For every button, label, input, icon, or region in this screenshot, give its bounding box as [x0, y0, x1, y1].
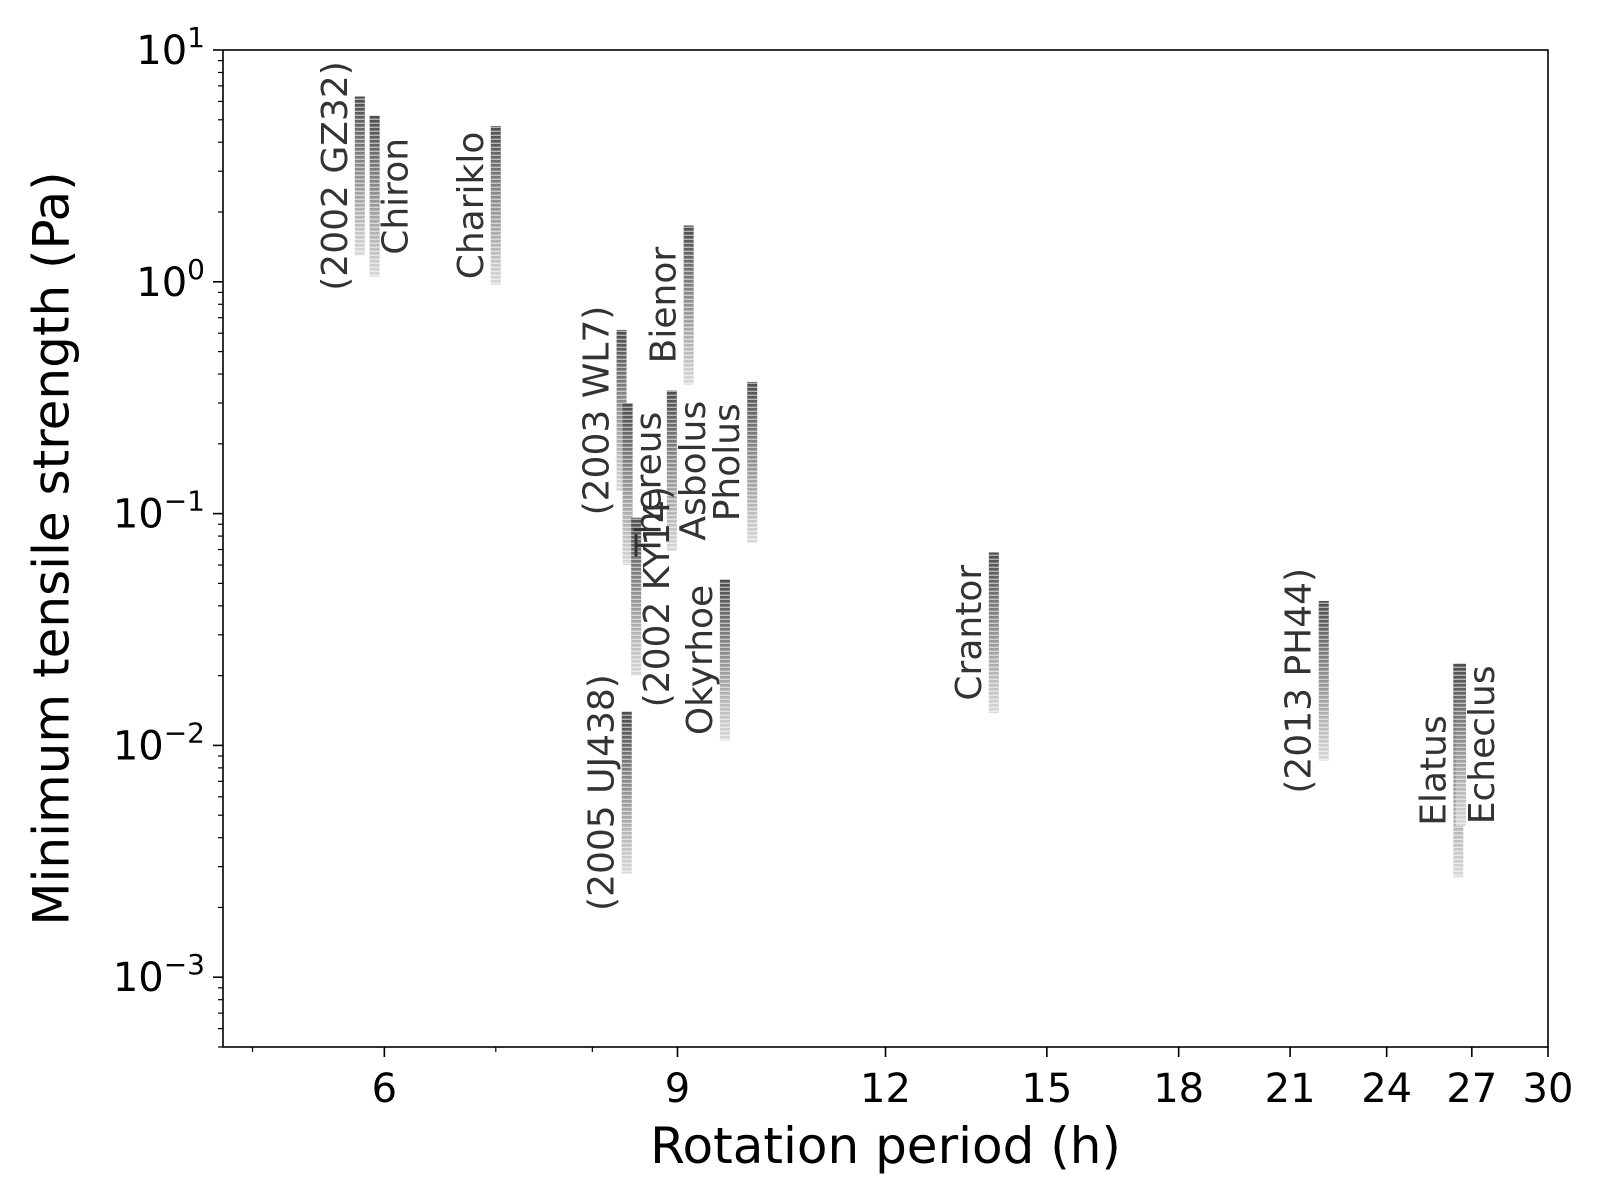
range-bar-stripes	[719, 579, 730, 741]
range-bar-stripes	[1456, 663, 1467, 826]
object-label: Crantor	[949, 565, 990, 701]
y-tick-base: 10	[113, 492, 164, 538]
object-label: Asbolus	[673, 401, 714, 541]
range-bar-stripes	[631, 517, 642, 676]
range-bar-stripes	[622, 403, 633, 566]
object-labels: (2002 GZ32) Chiron Chariklo (2003 WL7) There…	[315, 61, 1503, 911]
x-axis-title: Rotation period (h)	[650, 1117, 1121, 1175]
y-tick-base: 10	[136, 28, 187, 74]
object-label: Pholus	[707, 403, 748, 521]
range-bar-stripes	[490, 126, 501, 285]
y-tick-label: 10−3	[113, 948, 205, 1001]
y-axis-title: Minimum tensile strength (Pa)	[23, 171, 81, 925]
y-tick-label: 10−1	[113, 485, 205, 538]
y-tick-label: 100	[136, 253, 205, 306]
y-tick-label: 101	[136, 21, 205, 74]
y-tick-exponent: 0	[187, 253, 205, 286]
range-bar-stripes	[683, 225, 694, 385]
y-tick-label: 10−2	[113, 716, 205, 769]
object-label: Okyrhoe	[680, 585, 721, 735]
object-label: Echeclus	[1462, 665, 1503, 824]
object-label: Elatus	[1413, 715, 1454, 826]
range-bar-stripes	[354, 96, 365, 256]
x-tick-label: 30	[1523, 1066, 1574, 1112]
range-bar-stripes	[747, 381, 758, 543]
object-label: (2013 PH44)	[1279, 568, 1320, 794]
y-tick-exponent: 1	[187, 21, 205, 54]
x-tick-label: 9	[665, 1066, 690, 1112]
object-label: (2002 GZ32)	[315, 61, 356, 291]
y-tick-base: 10	[113, 955, 164, 1001]
object-label: (2002 KY14)	[637, 486, 678, 707]
object-label: (2005 UJ438)	[582, 674, 623, 911]
y-tick-exponent: −3	[164, 948, 205, 981]
range-bar-stripes	[1318, 600, 1329, 761]
x-tick-label: 21	[1265, 1066, 1316, 1112]
plot-frame	[222, 49, 1549, 1048]
range-bars	[354, 96, 1467, 878]
range-bar-stripes	[666, 390, 677, 551]
x-tick-label: 12	[860, 1066, 911, 1112]
y-tick-base: 10	[113, 723, 164, 769]
object-label: (2003 WL7)	[577, 306, 618, 516]
x-tick-label: 15	[1021, 1066, 1072, 1112]
x-tick-label: 6	[372, 1066, 397, 1112]
x-axis: 6 9 12 15 18 21 24 27 30	[251, 1047, 1574, 1112]
y-tick-base: 10	[136, 260, 187, 306]
object-label: Thereus	[629, 412, 670, 558]
x-tick-label: 18	[1153, 1066, 1204, 1112]
object-label: Chariklo	[451, 132, 492, 280]
object-label: Bienor	[644, 247, 685, 364]
y-tick-exponent: −2	[164, 716, 205, 749]
x-tick-label: 24	[1361, 1066, 1412, 1112]
y-tick-exponent: −1	[164, 485, 205, 518]
range-bar-stripes	[616, 329, 627, 492]
range-bar-stripes	[369, 115, 380, 277]
object-label: Chiron	[376, 138, 417, 255]
range-bar-stripes	[621, 711, 632, 874]
range-bar-stripes	[988, 552, 999, 713]
x-tick-label: 27	[1446, 1066, 1497, 1112]
